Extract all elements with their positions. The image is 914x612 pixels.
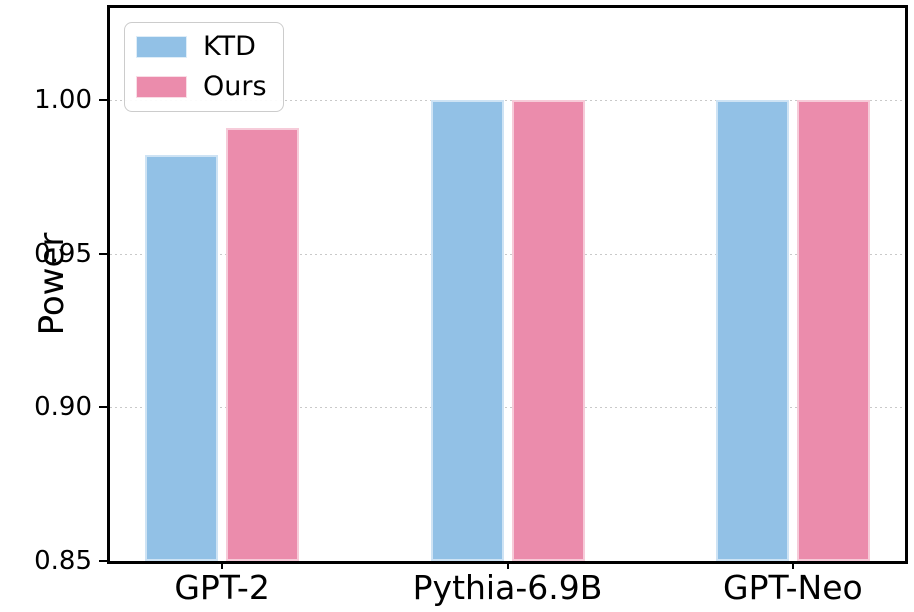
y-tick-mark-0.95 (99, 252, 107, 255)
legend-item-ktd: KTD (136, 32, 267, 62)
bar-ktd-gpt-neo (715, 100, 789, 561)
y-tick-label-1.00: 1.00 (34, 85, 92, 116)
y-tick-label-0.95: 0.95 (34, 238, 92, 269)
legend: KTD Ours (124, 22, 284, 112)
plot-area: KTD Ours (107, 5, 908, 564)
y-axis-label: Power (32, 232, 72, 336)
gridline-0.95 (110, 253, 905, 255)
x-tick-label-gpt-neo: GPT-Neo (723, 568, 863, 607)
x-tick-label-gpt-2: GPT-2 (174, 568, 270, 607)
legend-label-ktd: KTD (203, 31, 256, 62)
y-tick-mark-1.00 (99, 99, 107, 102)
y-tick-mark-0.85 (99, 560, 107, 562)
bar-ktd-gpt-2 (145, 155, 219, 561)
bar-ktd-pythia-6.9b (430, 100, 504, 561)
gridline-0.90 (110, 407, 905, 409)
gridline-1.00 (110, 100, 905, 102)
legend-swatch-ktd (136, 36, 187, 58)
x-tick-mark-gpt-neo (791, 561, 794, 569)
y-tick-label-0.90: 0.90 (34, 392, 92, 423)
legend-label-ours: Ours (203, 71, 267, 102)
x-tick-mark-gpt-2 (221, 561, 224, 569)
bar-ours-gpt-neo (796, 100, 870, 561)
legend-swatch-ours (136, 76, 187, 98)
bar-ours-pythia-6.9b (511, 100, 585, 561)
bar-ours-gpt-2 (226, 127, 300, 561)
y-tick-mark-0.90 (99, 406, 107, 409)
y-tick-label-0.85: 0.85 (34, 546, 92, 576)
legend-item-ours: Ours (136, 72, 267, 102)
x-tick-label-pythia-6.9b: Pythia-6.9B (412, 568, 603, 607)
x-tick-mark-pythia-6.9b (506, 561, 509, 569)
